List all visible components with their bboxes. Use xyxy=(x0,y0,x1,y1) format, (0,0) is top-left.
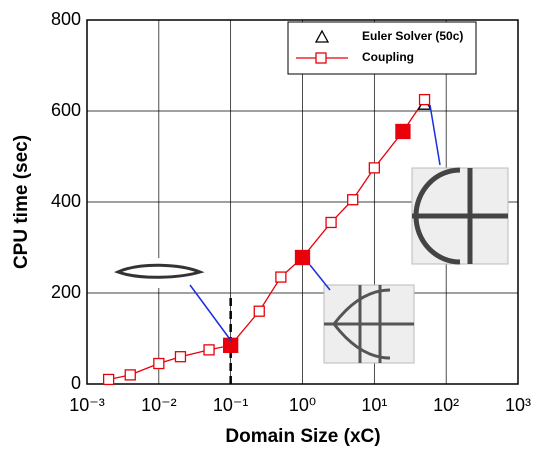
y-tick-label: 400 xyxy=(51,191,81,211)
data-point xyxy=(369,163,379,173)
data-point xyxy=(104,374,114,384)
y-tick-label: 600 xyxy=(51,100,81,120)
legend: Euler Solver (50c) Coupling xyxy=(288,22,476,74)
y-axis-title: CPU time (sec) xyxy=(11,135,32,269)
airfoil-inset xyxy=(112,258,204,288)
data-point xyxy=(420,95,430,105)
data-point xyxy=(326,217,336,227)
chart: CPU time (sec) Domain Size (xC) 0 200 400 6… xyxy=(0,0,541,451)
data-point xyxy=(175,352,185,362)
data-point xyxy=(254,306,264,316)
data-point xyxy=(348,195,358,205)
data-point xyxy=(276,272,286,282)
x-tick-label: 10⁻³ xyxy=(69,395,105,415)
mesh-inset-large xyxy=(412,168,508,264)
x-tick-label: 10⁻² xyxy=(141,395,177,415)
x-tick-label: 10³ xyxy=(505,395,531,415)
data-point xyxy=(204,345,214,355)
y-tick-label: 200 xyxy=(51,282,81,302)
data-point xyxy=(396,124,410,138)
legend-marker xyxy=(316,53,326,63)
x-tick-label: 10² xyxy=(433,395,459,415)
legend-label: Euler Solver (50c) xyxy=(362,29,463,43)
x-tick-label: 10⁰ xyxy=(289,395,316,415)
y-tick-label: 0 xyxy=(71,373,81,393)
data-point xyxy=(296,251,310,265)
x-tick-label: 10⁻¹ xyxy=(213,395,249,415)
mesh-inset-small xyxy=(324,285,414,363)
data-point xyxy=(125,370,135,380)
data-point xyxy=(154,359,164,369)
x-tick-label: 10¹ xyxy=(361,395,387,415)
x-axis-title: Domain Size (xC) xyxy=(225,426,380,447)
legend-label: Coupling xyxy=(362,50,414,64)
y-tick-label: 800 xyxy=(51,9,81,29)
